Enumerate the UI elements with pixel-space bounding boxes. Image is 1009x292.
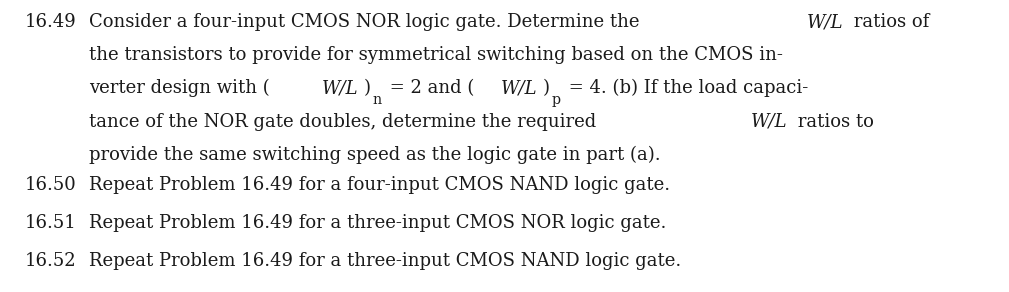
Text: 16.52: 16.52 — [25, 252, 77, 270]
Text: ratios to: ratios to — [792, 113, 874, 131]
Text: verter design with (: verter design with ( — [89, 79, 269, 97]
Text: 16.50: 16.50 — [25, 176, 77, 194]
Text: provide the same switching speed as the logic gate in part (a).: provide the same switching speed as the … — [89, 145, 661, 164]
Text: tance of the NOR gate doubles, determine the required: tance of the NOR gate doubles, determine… — [89, 113, 601, 131]
Text: W/L: W/L — [806, 13, 844, 31]
Text: W/L: W/L — [751, 113, 787, 131]
Text: ): ) — [543, 79, 550, 97]
Text: Consider a four-input CMOS NOR logic gate. Determine the: Consider a four-input CMOS NOR logic gat… — [89, 13, 645, 31]
Text: = 2 and (: = 2 and ( — [384, 79, 475, 97]
Text: W/L: W/L — [501, 79, 538, 97]
Text: Repeat Problem 16.49 for a three-input CMOS NAND logic gate.: Repeat Problem 16.49 for a three-input C… — [89, 252, 681, 270]
Text: the transistors to provide for symmetrical switching based on the CMOS in-: the transistors to provide for symmetric… — [89, 46, 783, 64]
Text: Repeat Problem 16.49 for a three-input CMOS NOR logic gate.: Repeat Problem 16.49 for a three-input C… — [89, 214, 666, 232]
Text: Repeat Problem 16.49 for a four-input CMOS NAND logic gate.: Repeat Problem 16.49 for a four-input CM… — [89, 176, 670, 194]
Text: 16.49: 16.49 — [25, 13, 77, 31]
Text: ratios of: ratios of — [849, 13, 929, 31]
Text: ): ) — [363, 79, 370, 97]
Text: W/L: W/L — [322, 79, 358, 97]
Text: p: p — [552, 93, 561, 107]
Text: 16.51: 16.51 — [25, 214, 77, 232]
Text: n: n — [372, 93, 381, 107]
Text: = 4. (b) If the load capaci-: = 4. (b) If the load capaci- — [563, 79, 808, 97]
